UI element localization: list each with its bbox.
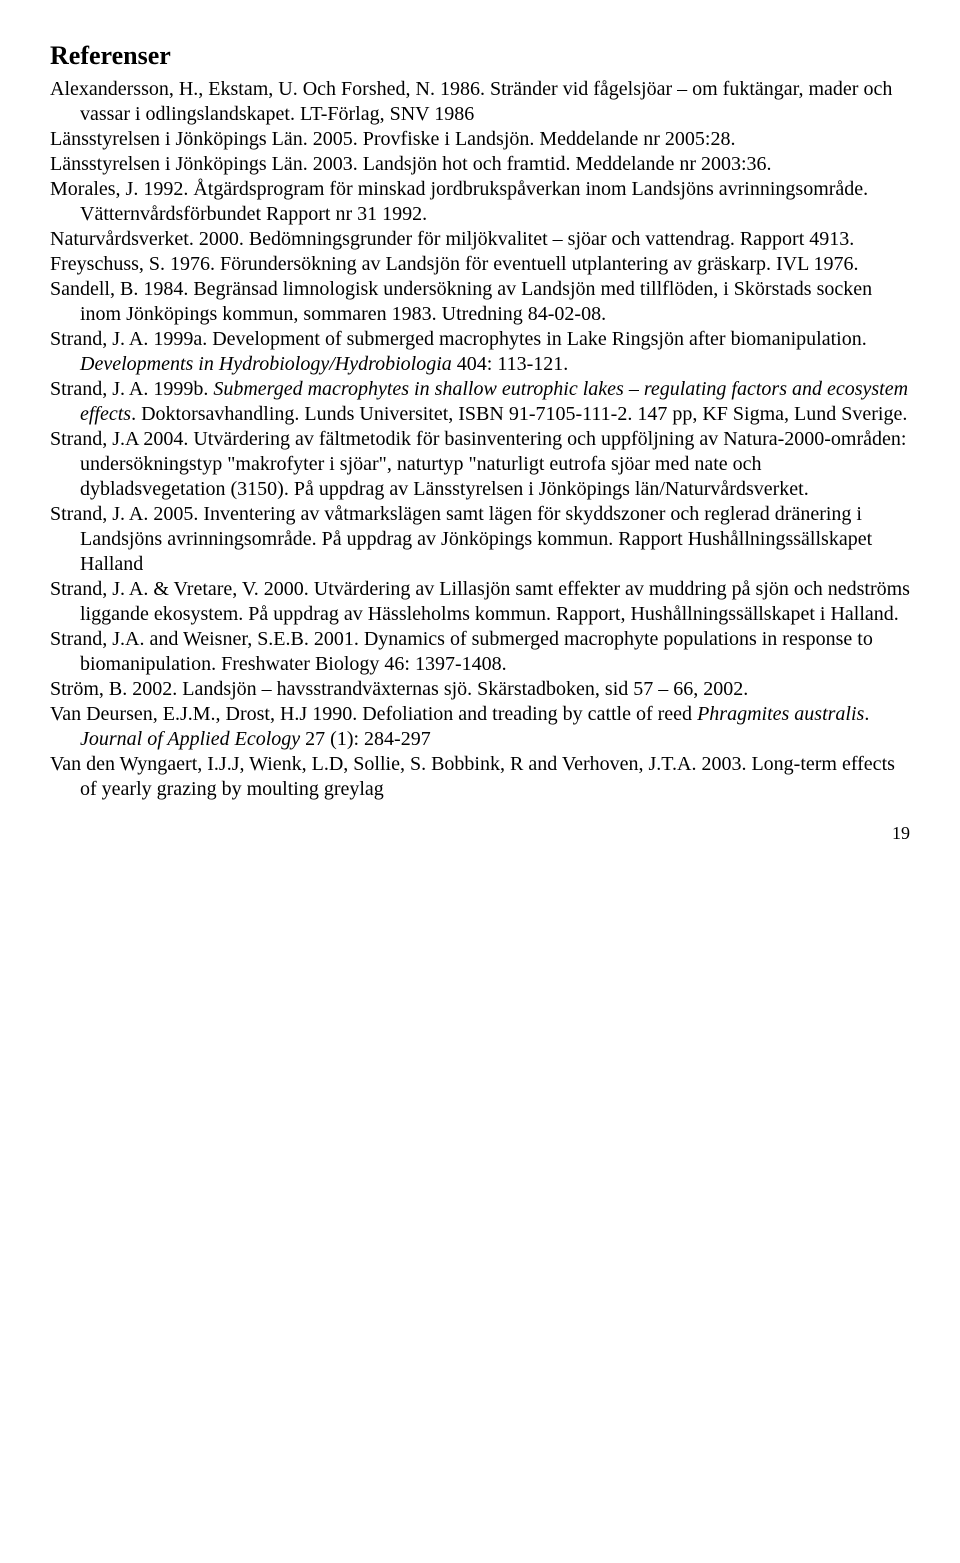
reference-entry: Morales, J. 1992. Åtgärdsprogram för min… xyxy=(50,177,910,227)
reference-entry: Länsstyrelsen i Jönköpings Län. 2003. La… xyxy=(50,152,910,177)
reference-entry: Van Deursen, E.J.M., Drost, H.J 1990. De… xyxy=(50,702,910,752)
reference-entry: Strand, J.A 2004. Utvärdering av fältmet… xyxy=(50,427,910,502)
references-heading: Referenser xyxy=(50,40,910,73)
reference-entry: Sandell, B. 1984. Begränsad limnologisk … xyxy=(50,277,910,327)
reference-entry: Freyschuss, S. 1976. Förundersökning av … xyxy=(50,252,910,277)
reference-text: 404: 113-121. xyxy=(452,353,568,375)
reference-text: . Doktorsavhandling. Lunds Universitet, … xyxy=(131,403,907,425)
reference-italic: Developments in Hydrobiology/Hydrobiolog… xyxy=(80,353,452,375)
reference-text: Naturvårdsverket. 2000. Bedömningsgrunde… xyxy=(50,228,854,250)
page-number: 19 xyxy=(50,822,910,845)
reference-text: Ström, B. 2002. Landsjön – havsstrandväx… xyxy=(50,678,748,700)
reference-italic: Journal of Applied Ecology xyxy=(80,728,300,750)
reference-entry: Länsstyrelsen i Jönköpings Län. 2005. Pr… xyxy=(50,127,910,152)
reference-text: . xyxy=(864,703,869,725)
reference-entry: Strand, J. A. 1999b. Submerged macrophyt… xyxy=(50,377,910,427)
reference-text: Strand, J. A. & Vretare, V. 2000. Utvärd… xyxy=(50,578,910,625)
reference-text: 27 (1): 284-297 xyxy=(300,728,431,750)
references-list: Alexandersson, H., Ekstam, U. Och Forshe… xyxy=(50,77,910,802)
reference-text: Sandell, B. 1984. Begränsad limnologisk … xyxy=(50,278,872,325)
reference-text: Strand, J. A. 1999b. xyxy=(50,378,213,400)
reference-text: Van Deursen, E.J.M., Drost, H.J 1990. De… xyxy=(50,703,697,725)
reference-entry: Strand, J. A. 1999a. Development of subm… xyxy=(50,327,910,377)
reference-text: Morales, J. 1992. Åtgärdsprogram för min… xyxy=(50,178,868,225)
reference-text: Länsstyrelsen i Jönköpings Län. 2005. Pr… xyxy=(50,128,735,150)
reference-text: Alexandersson, H., Ekstam, U. Och Forshe… xyxy=(50,78,892,125)
reference-entry: Van den Wyngaert, I.J.J, Wienk, L.D, Sol… xyxy=(50,752,910,802)
reference-text: Strand, J.A 2004. Utvärdering av fältmet… xyxy=(50,428,906,500)
reference-text: Strand, J.A. and Weisner, S.E.B. 2001. D… xyxy=(50,628,873,675)
reference-text: Freyschuss, S. 1976. Förundersökning av … xyxy=(50,253,859,275)
reference-entry: Alexandersson, H., Ekstam, U. Och Forshe… xyxy=(50,77,910,127)
reference-text: Strand, J. A. 2005. Inventering av våtma… xyxy=(50,503,872,575)
reference-text: Van den Wyngaert, I.J.J, Wienk, L.D, Sol… xyxy=(50,753,895,800)
reference-entry: Ström, B. 2002. Landsjön – havsstrandväx… xyxy=(50,677,910,702)
reference-text: Strand, J. A. 1999a. Development of subm… xyxy=(50,328,867,350)
reference-entry: Strand, J.A. and Weisner, S.E.B. 2001. D… xyxy=(50,627,910,677)
reference-text: Länsstyrelsen i Jönköpings Län. 2003. La… xyxy=(50,153,772,175)
reference-entry: Strand, J. A. 2005. Inventering av våtma… xyxy=(50,502,910,577)
reference-entry: Naturvårdsverket. 2000. Bedömningsgrunde… xyxy=(50,227,910,252)
reference-entry: Strand, J. A. & Vretare, V. 2000. Utvärd… xyxy=(50,577,910,627)
reference-italic: Phragmites australis xyxy=(697,703,864,725)
